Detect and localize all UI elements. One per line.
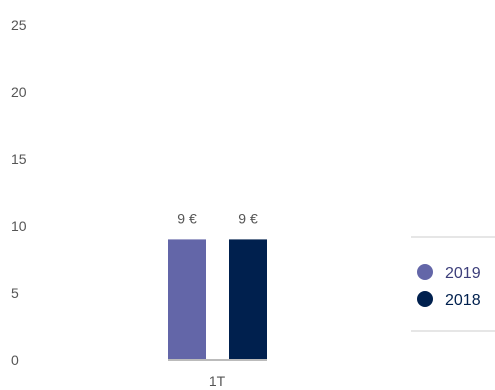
y-tick-label: 5 (11, 285, 19, 301)
legend-label: 2018 (445, 292, 481, 309)
y-tick-label: 20 (11, 84, 27, 100)
legend-swatch-2018 (417, 291, 433, 307)
y-tick-label: 10 (11, 218, 27, 234)
y-axis: 0 5 10 15 20 25 (11, 17, 27, 368)
y-tick-label: 0 (11, 352, 19, 368)
legend-swatch-2019 (417, 264, 433, 280)
bars-group: 9 € 9 € (168, 210, 267, 360)
legend-label: 2019 (445, 265, 481, 282)
y-tick-label: 15 (11, 151, 27, 167)
bar-value-label: 9 € (177, 210, 197, 226)
x-tick-label: 1T (209, 373, 226, 389)
bar-2018 (229, 239, 267, 360)
bar-2019 (168, 239, 206, 360)
x-axis: 1T (168, 359, 267, 389)
legend: 2019 2018 (411, 236, 495, 332)
y-tick-label: 25 (11, 17, 27, 33)
bar-value-label: 9 € (238, 210, 258, 226)
